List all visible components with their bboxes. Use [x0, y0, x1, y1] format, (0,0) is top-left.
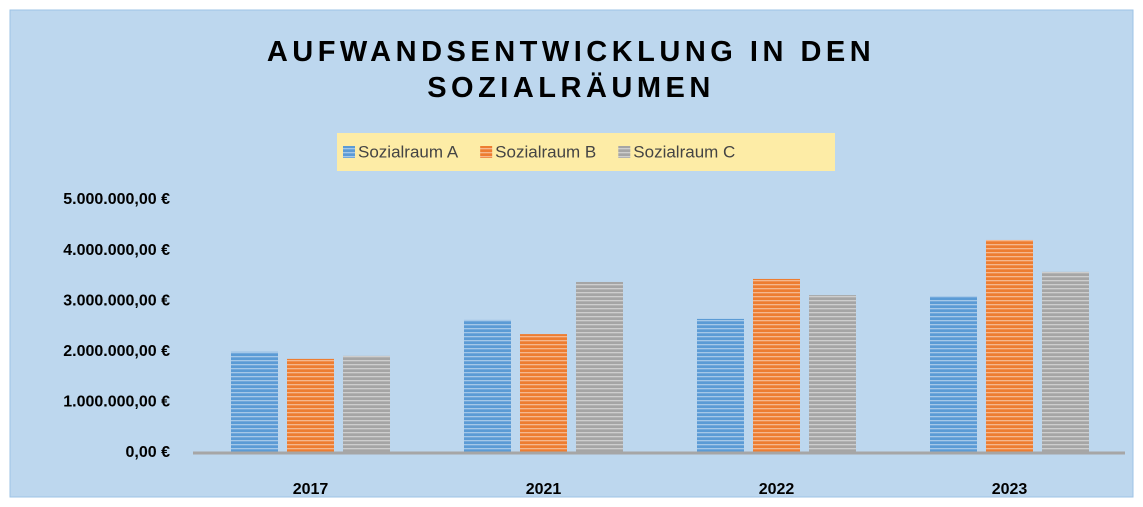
legend-label: Sozialraum C: [633, 142, 735, 161]
y-tick-label: 3.000.000,00 €: [63, 292, 170, 309]
bar: [343, 355, 390, 453]
bar: [287, 358, 334, 453]
bar: [930, 296, 977, 453]
y-tick-label: 0,00 €: [126, 444, 171, 461]
x-tick-label: 2023: [992, 481, 1028, 498]
bar: [520, 334, 567, 453]
y-tick-label: 1.000.000,00 €: [63, 394, 170, 411]
chart-title: AUFWANDSENTWICKLUNG IN DEN SOZIALRÄUMEN: [266, 36, 876, 104]
legend-swatch: [480, 146, 493, 158]
bar: [986, 239, 1033, 453]
y-tick-label: 4.000.000,00 €: [63, 242, 170, 259]
bar: [464, 319, 511, 453]
bar: [1042, 271, 1089, 453]
legend-swatch: [343, 146, 355, 158]
bar: [753, 278, 800, 453]
legend-swatch: [618, 146, 631, 158]
bar: [809, 295, 856, 453]
legend-label: Sozialraum B: [495, 142, 596, 161]
legend-box: [337, 133, 835, 171]
bar: [697, 318, 744, 453]
legend-label: Sozialraum A: [358, 142, 459, 161]
y-tick-label: 2.000.000,00 €: [63, 343, 170, 360]
x-tick-label: 2022: [759, 481, 795, 498]
x-tick-label: 2017: [293, 481, 329, 498]
bar: [576, 281, 623, 453]
bar: [231, 351, 278, 453]
y-tick-label: 5.000.000,00 €: [63, 191, 170, 208]
x-tick-label: 2021: [526, 481, 562, 498]
